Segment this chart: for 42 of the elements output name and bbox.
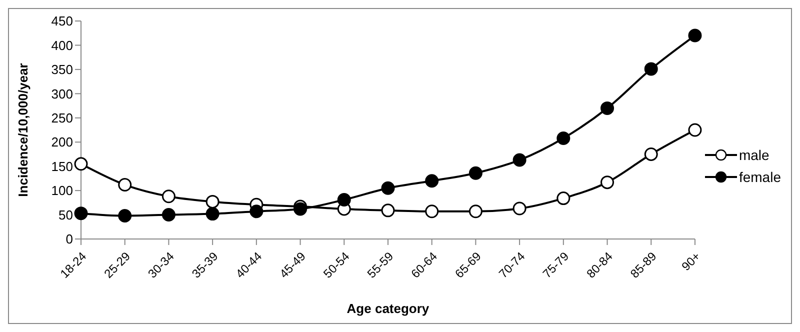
point [468,166,482,180]
y-tick-label: 250 [51,110,73,126]
legend-label: female [738,169,781,185]
point [644,147,658,161]
point [644,62,658,76]
y-tick-label: 200 [51,134,73,150]
point [74,157,88,171]
y-axis-title: Incidence/10,000/year [16,63,31,197]
y-tick-label: 0 [66,232,73,247]
point [294,202,308,216]
point [118,208,132,222]
point [118,178,132,192]
point [74,206,88,220]
point [512,202,526,216]
point [688,28,702,42]
point [600,176,614,190]
point [600,101,614,115]
y-tick-label: 400 [51,38,73,53]
y-tick-label: 450 [51,14,73,29]
point [468,204,482,218]
point [381,204,395,218]
point [162,190,176,204]
point [688,123,702,137]
legend-label: male [738,147,770,163]
x-axis-title: Age category [346,301,430,316]
point [337,193,351,207]
y-tick-label: 100 [51,183,73,198]
point [162,208,176,222]
y-tick-label: 300 [51,86,73,102]
point [381,181,395,195]
point [556,131,570,145]
point [206,207,220,221]
point [512,153,526,167]
x-tick-label: 90+ [678,249,704,274]
point [250,204,264,218]
y-tick-label: 350 [51,62,73,78]
y-tick-label: 150 [51,158,73,174]
point [556,192,570,206]
point [425,204,439,218]
point [206,194,220,208]
y-tick-label: 50 [58,207,73,222]
point [425,174,439,188]
